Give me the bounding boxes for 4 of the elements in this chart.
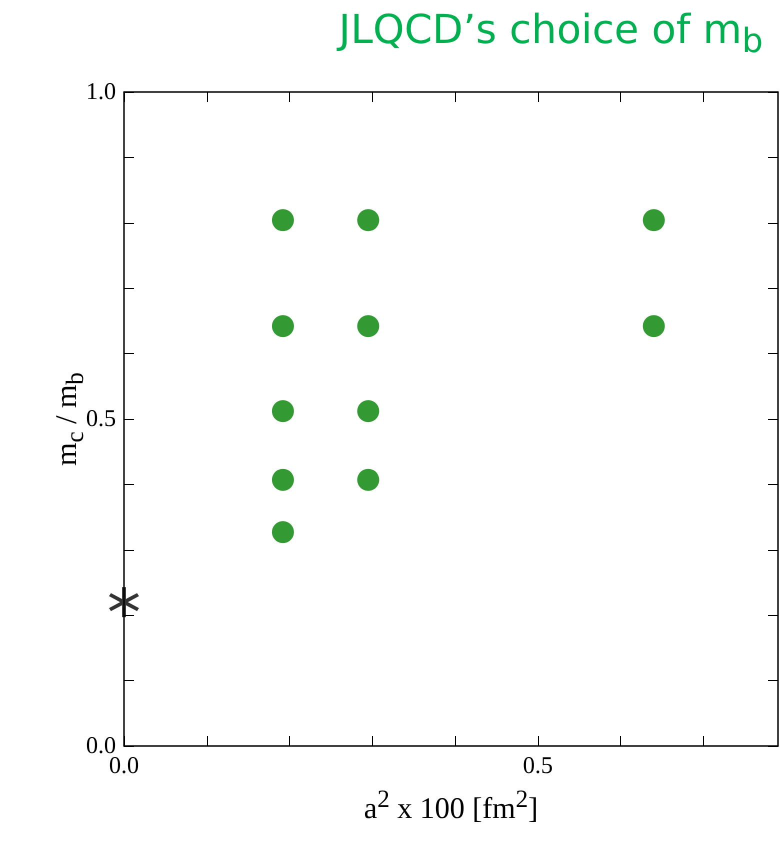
chart-title: JLQCD’s choice of m$_{b}$ <box>338 7 763 60</box>
x-axis-title: a$^{2}$ x 100 [fm$^{2}$] <box>362 786 540 826</box>
y-tick-label: 0.5 <box>86 406 116 432</box>
y-tick-label: 1.0 <box>86 79 116 105</box>
